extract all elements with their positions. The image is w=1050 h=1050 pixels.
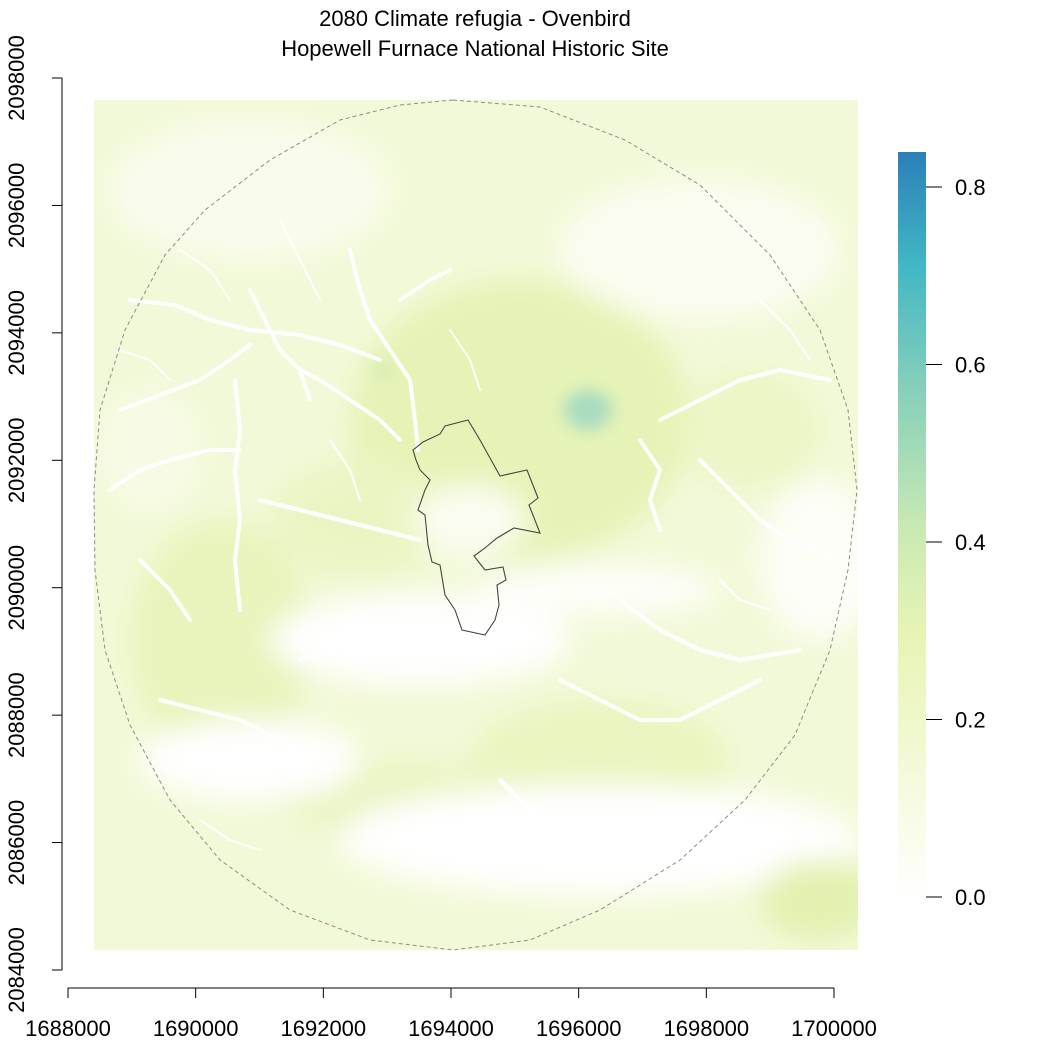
legend-label: 0.4 xyxy=(955,530,986,555)
y-tick-label: 2086000 xyxy=(4,800,29,886)
park-boundary xyxy=(412,419,541,636)
legend-label: 0.6 xyxy=(955,353,986,378)
x-axis: 1688000 1690000 1692000 1694000 1696000 16980… xyxy=(25,987,877,1041)
habitat-raster xyxy=(94,100,858,950)
legend-label: 0.2 xyxy=(955,708,986,733)
legend-color-bar xyxy=(898,152,926,897)
x-tick-label: 1696000 xyxy=(536,1016,622,1041)
legend-label: 0.8 xyxy=(955,175,986,200)
map-subtitle: Hopewell Furnace National Historic Site xyxy=(281,36,669,61)
y-tick-label: 2098000 xyxy=(4,35,29,121)
y-tick-label: 2096000 xyxy=(4,163,29,249)
x-tick-label: 1692000 xyxy=(281,1016,367,1041)
x-tick-label: 1698000 xyxy=(664,1016,750,1041)
legend-label: 0.0 xyxy=(955,885,986,910)
y-tick-label: 2084000 xyxy=(4,927,29,1013)
buffer-outline xyxy=(93,99,858,951)
y-tick-label: 2088000 xyxy=(4,672,29,758)
x-tick-label: 1688000 xyxy=(25,1016,111,1041)
x-tick-label: 1694000 xyxy=(408,1016,494,1041)
y-tick-label: 2092000 xyxy=(4,417,29,503)
x-tick-label: 1690000 xyxy=(153,1016,239,1041)
color-legend: 0.0 0.2 0.4 0.6 0.8 xyxy=(898,152,986,910)
y-tick-label: 2094000 xyxy=(4,290,29,376)
y-tick-label: 2090000 xyxy=(4,545,29,631)
y-axis: 2084000 2086000 2088000 2090000 2092000 20940… xyxy=(4,35,63,1013)
x-tick-label: 1700000 xyxy=(791,1016,877,1041)
map-title: 2080 Climate refugia - Ovenbird xyxy=(319,6,631,31)
